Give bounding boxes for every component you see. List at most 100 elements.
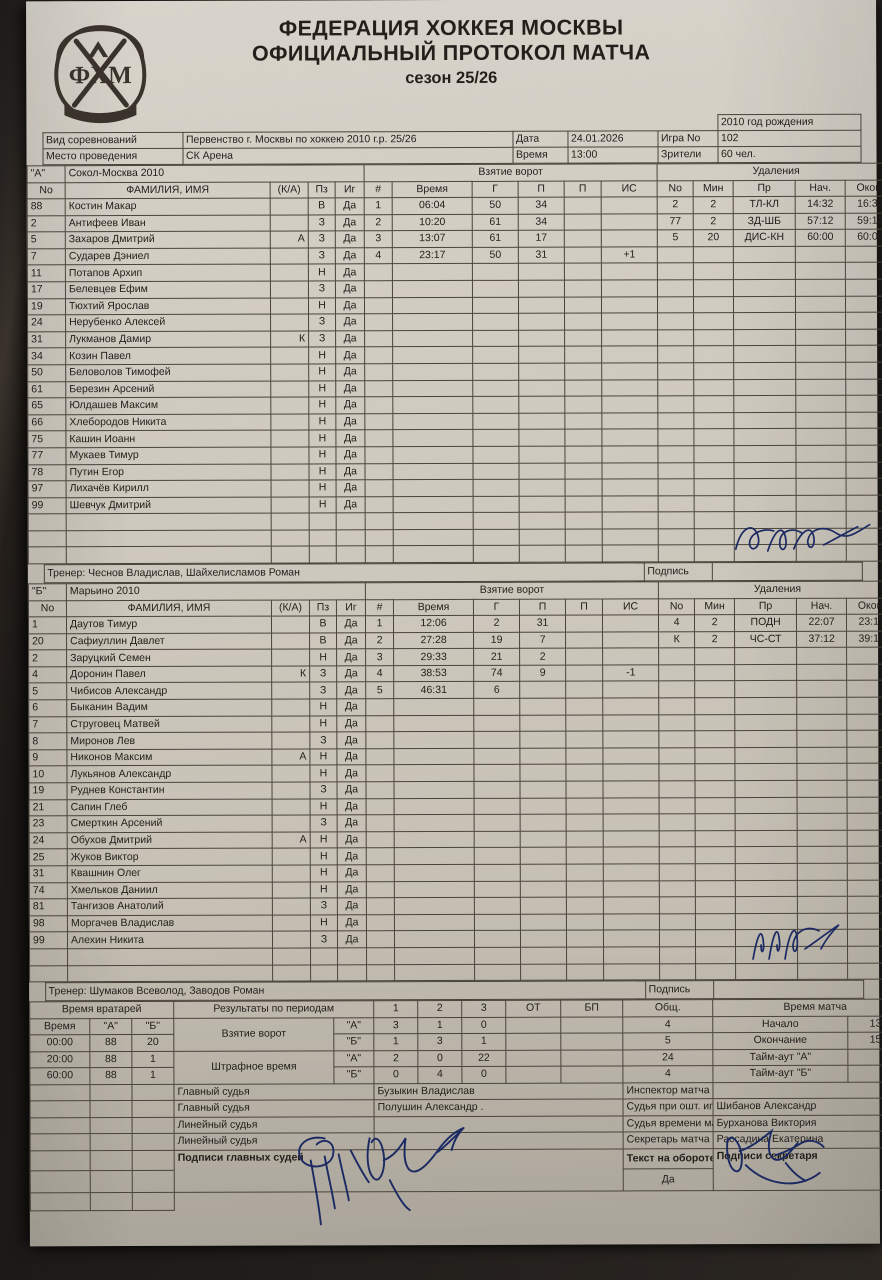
player-ka (271, 698, 310, 716)
goal-num (366, 814, 395, 832)
table-row[interactable] (28, 544, 882, 564)
player-no: 75 (27, 431, 66, 448)
player-position: Н (308, 463, 337, 481)
goal-assist1 (520, 897, 567, 915)
player-position: В (309, 632, 337, 650)
penalty-start (795, 395, 846, 413)
goal-time (392, 346, 473, 364)
player-played: Да (335, 463, 366, 480)
player-played: Да (336, 479, 366, 497)
document-header: ФХМ ФЕДЕРАЦИЯ ХОККЕЯ МОСКВЫ ОФИЦИАЛЬНЫЙ … (26, 0, 876, 124)
player-ka: К (271, 665, 310, 683)
player-name: Путин Егор (66, 463, 272, 481)
goalie-a-0: 88 (89, 1034, 132, 1052)
goal-scorer (472, 280, 519, 297)
penalty-min (694, 647, 735, 665)
player-ka (270, 280, 309, 298)
player-position: З (308, 247, 336, 265)
goals-a-ot (505, 1016, 561, 1034)
time-value: 13:00 (567, 146, 658, 164)
goal-scorer: 19 (473, 631, 520, 649)
goal-num (364, 330, 393, 348)
player-no: 5 (27, 231, 66, 249)
goal-is (603, 814, 660, 831)
player-no: 4 (28, 666, 67, 684)
penalty-min (695, 830, 736, 848)
penalty-min (693, 428, 735, 446)
penalty-reason: ТЛ-КЛ (733, 196, 796, 214)
player-name: Доронин Павел (66, 665, 272, 684)
goal-is (601, 462, 659, 480)
goal-time: 46:31 (393, 681, 474, 699)
goalie-a-1: 88 (89, 1051, 132, 1068)
penalty-start (796, 713, 847, 731)
col-penmin-b: Мин (694, 598, 735, 615)
penalty-min: 2 (693, 213, 734, 230)
periods-title: Результаты по периодам (173, 1000, 374, 1019)
penalty-start: 57:12 (795, 212, 846, 230)
penalty-end (847, 746, 882, 764)
player-played: Да (336, 615, 366, 633)
penalty-start (797, 796, 848, 814)
goal-is (603, 913, 660, 931)
goalie-time-0: 00:00 (29, 1034, 90, 1052)
player-position: З (309, 665, 337, 683)
goal-assist2 (564, 313, 602, 330)
team-a-coach-table: Тренер: Чеснов Владислав, Шайхелисламов … (43, 562, 862, 584)
penalty-start (797, 913, 848, 930)
official-right-name-0 (712, 1081, 882, 1099)
team-b-signature-field[interactable] (713, 980, 864, 999)
penalty-min (693, 246, 734, 264)
player-ka (272, 881, 311, 899)
player-position: Н (308, 363, 336, 381)
goal-num: 5 (365, 682, 394, 699)
team-a-signature-field[interactable] (711, 562, 862, 581)
player-played: Да (335, 430, 365, 447)
penalty-no (659, 780, 696, 798)
player-ka (271, 513, 310, 530)
col-ka-a: (К/А) (270, 181, 309, 199)
player-name: Лихачёв Кирилл (66, 480, 272, 498)
col-name-b: ФАМИЛИЯ, ИМЯ (66, 599, 272, 617)
goal-is (603, 830, 660, 848)
goal-num (364, 380, 393, 397)
back-text-yes[interactable]: Да (623, 1168, 714, 1191)
back-text-label: Текст на обороте (623, 1148, 714, 1169)
official-right-role-2: Судья времени матча (623, 1115, 714, 1133)
team-b-coach-table: Тренер: Шумаков Всеволод, Заводов Роман … (45, 980, 864, 1002)
penalty-start (795, 345, 846, 363)
goal-scorer: 61 (472, 230, 519, 248)
player-position: Н (309, 649, 337, 666)
player-ka (270, 397, 309, 414)
summary-table: Время вратарей Результаты по периодам 1 … (29, 999, 882, 1211)
goal-num (365, 512, 394, 530)
col-pos-a: Пз (308, 181, 336, 198)
player-played: Да (337, 848, 367, 865)
goal-assist1 (519, 681, 566, 699)
penalty-min (694, 714, 735, 731)
penalty-start (797, 962, 848, 980)
player-ka (270, 463, 310, 481)
penalty-reason (735, 797, 798, 814)
penalty-reason (733, 345, 796, 363)
player-name: Чибисов Александр (66, 682, 272, 700)
goal-num (366, 831, 395, 849)
player-position: Н (309, 496, 337, 514)
table-row[interactable] (29, 962, 882, 982)
penalty-end (847, 946, 882, 963)
player-played: Да (336, 748, 366, 766)
goal-assist2 (566, 830, 604, 848)
penalty-start (796, 680, 847, 698)
pen-a-bp (560, 1049, 623, 1067)
col-penno-b: No (658, 598, 695, 615)
goal-scorer (472, 296, 519, 314)
period-header-ot: ОТ (505, 1000, 561, 1017)
player-name: Сударев Дэниел (65, 247, 271, 266)
official-left-role-0: Главный судья (173, 1083, 375, 1101)
player-no: 24 (29, 832, 68, 850)
goal-num (364, 396, 393, 414)
player-no: 19 (27, 298, 66, 315)
goal-num (364, 430, 393, 447)
goal-is (602, 731, 660, 748)
player-no: 98 (29, 915, 68, 933)
